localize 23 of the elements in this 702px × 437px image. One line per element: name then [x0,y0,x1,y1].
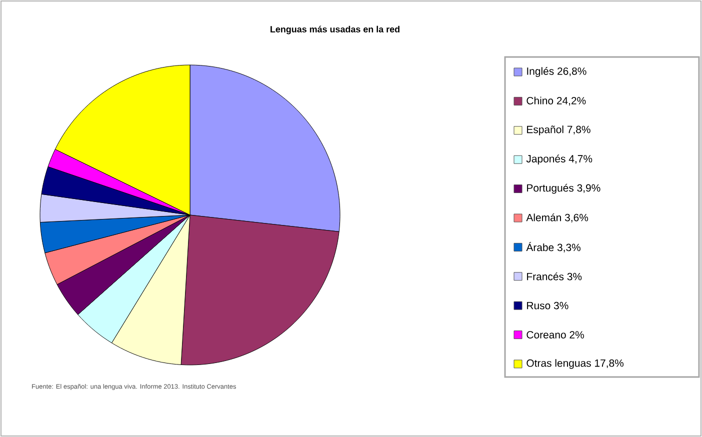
data-label: 3,6% [564,214,588,223]
legend-label: Árabe [526,242,554,252]
legend-label: Alemán [526,213,561,222]
chart-title: Lenguas más usadas en la red [270,26,400,34]
legend-label: Inglés [527,67,554,77]
data-label: 3,9% [577,184,600,193]
data-label: 3% [567,272,582,280]
data-label: 26,8% [558,67,586,76]
data-label: 2% [570,331,584,338]
data-label: 3% [554,302,568,310]
data-label: 3,3% [557,244,580,252]
data-label: 7,8% [567,126,590,134]
legend-label: Español [527,126,564,136]
data-label: 4,7% [568,155,592,164]
legend-label: Coreano [526,331,566,338]
legend-label: Japonés [526,154,566,165]
legend-label: Chino [526,96,554,104]
legend-label: Francés [527,272,564,280]
legend-label: Ruso [527,302,550,310]
legend-label: Otras lenguas [526,359,591,369]
data-label: 24,2% [556,97,586,106]
legend-label: Portugués [527,184,574,194]
data-label: 17,8% [595,359,624,368]
